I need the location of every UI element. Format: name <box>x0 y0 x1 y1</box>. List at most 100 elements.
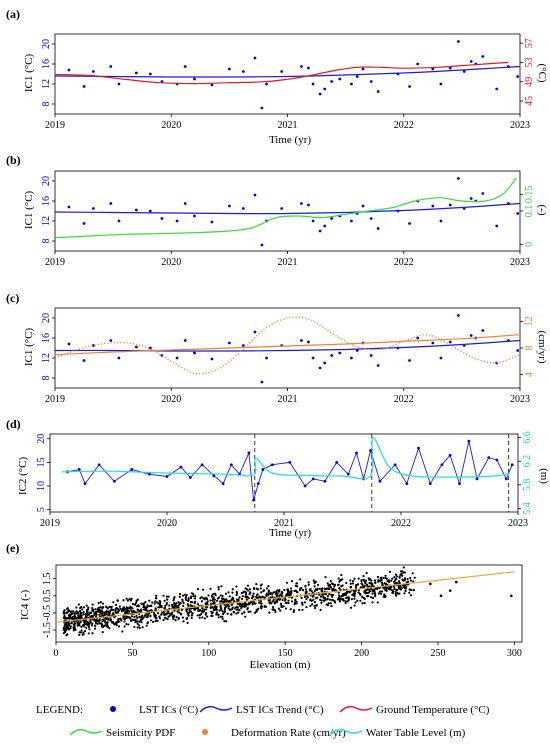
ic4-point <box>171 603 174 606</box>
ic4-point <box>181 616 184 619</box>
ic4-point <box>130 597 133 600</box>
ic4-point <box>66 617 69 620</box>
ic4-point <box>163 599 166 602</box>
ic4-point <box>384 583 388 586</box>
ic4-point <box>404 589 407 593</box>
ic4-point <box>124 615 127 618</box>
lst-ic-point <box>378 479 382 483</box>
ic4-point <box>391 591 395 594</box>
ic4-point <box>209 587 212 590</box>
ic4-point <box>211 597 215 601</box>
x-tick-label: 2020 <box>161 394 181 405</box>
ic4-point <box>103 624 106 627</box>
y-tick-label: 12 <box>41 353 52 363</box>
ic4-point <box>98 619 101 622</box>
ic4-point <box>111 608 115 612</box>
lst-ic-point <box>456 40 460 43</box>
ic4-point <box>349 606 353 609</box>
ic4-point <box>78 609 82 613</box>
ic4-point <box>331 593 335 597</box>
ic4-point <box>378 590 382 593</box>
ic4-point <box>186 611 189 615</box>
ic4-point <box>210 612 214 615</box>
ic4-point <box>305 597 308 601</box>
ic4-point <box>122 615 125 618</box>
ic4-point <box>140 602 143 606</box>
lst-ic-point <box>227 204 231 208</box>
ic4-point <box>93 611 96 615</box>
ic4-point <box>388 570 392 573</box>
lst-ic-point <box>448 66 452 70</box>
lst-ic-point <box>253 193 257 197</box>
ic4-point <box>113 616 116 619</box>
ic4-point <box>101 630 104 634</box>
ic4-point <box>244 591 248 595</box>
lst-ic-point <box>210 357 214 361</box>
ic4-point <box>101 614 105 617</box>
ic4-point <box>94 610 98 614</box>
ic4-point <box>245 598 248 601</box>
ic4-point <box>133 625 136 629</box>
ic4-point <box>409 576 412 580</box>
ic4-point <box>123 625 126 628</box>
ic4-point <box>154 600 157 603</box>
ic4-point <box>231 606 234 609</box>
ic4-point <box>122 616 125 620</box>
ic4-point <box>374 581 377 584</box>
ic4-point <box>138 626 141 629</box>
ic4-point <box>237 599 240 602</box>
ic4-point <box>252 595 255 598</box>
ic4-point <box>330 604 333 608</box>
ic4-point <box>162 613 165 616</box>
ic4-point <box>66 621 69 624</box>
x-tick-label: 2020 <box>161 120 181 131</box>
ic4-point <box>129 617 132 620</box>
x-tick-label: 2021 <box>278 394 298 405</box>
ic4-point <box>196 614 199 617</box>
series-line-ground_temp <box>54 61 509 85</box>
ic4-point <box>371 601 374 604</box>
ic4-point <box>203 617 207 620</box>
ic4-point <box>67 628 70 631</box>
ic4-point <box>222 600 225 603</box>
ic4-point <box>62 632 65 635</box>
series-line-lst_trend <box>54 339 521 352</box>
y-right-tick-label: 0 <box>524 242 535 247</box>
ic4-point <box>376 580 380 583</box>
lst-ic-point <box>117 219 121 223</box>
ic4-point <box>406 577 409 581</box>
ic4-point <box>246 607 249 610</box>
ic4-point <box>356 599 359 602</box>
ic4-point <box>367 577 370 580</box>
ic4-point <box>396 591 399 595</box>
ylabel-a: IC1 (°C) <box>23 54 35 93</box>
ic4-point <box>284 607 288 610</box>
ic4-point <box>354 601 357 604</box>
ic4-point <box>340 585 343 588</box>
lst-ic-point <box>448 203 452 207</box>
ic4-point <box>267 589 271 592</box>
ic4-point <box>301 601 304 605</box>
ic4-point <box>371 592 374 595</box>
lst-ic-point <box>82 359 86 362</box>
ic4-point <box>326 595 330 598</box>
ic4-point <box>353 604 356 607</box>
ic4-point <box>407 580 410 583</box>
ic4-point <box>140 621 143 624</box>
ic4-point <box>409 579 413 582</box>
ic4-point <box>125 607 128 611</box>
lst-ic-point <box>428 482 432 486</box>
ic4-point <box>244 615 247 618</box>
ic4-point <box>240 591 243 595</box>
x-tick-label: 2023 <box>510 394 530 405</box>
ic4-point <box>252 601 255 605</box>
ic4-point <box>134 618 137 621</box>
legend-marker <box>110 706 116 712</box>
ic4-point <box>86 614 89 617</box>
ic4-point <box>160 605 163 608</box>
ic4-point <box>198 616 201 619</box>
ic4-point <box>284 602 287 605</box>
ic4-point <box>326 597 329 600</box>
ic4-point <box>89 621 92 624</box>
ic4-point <box>362 578 366 581</box>
